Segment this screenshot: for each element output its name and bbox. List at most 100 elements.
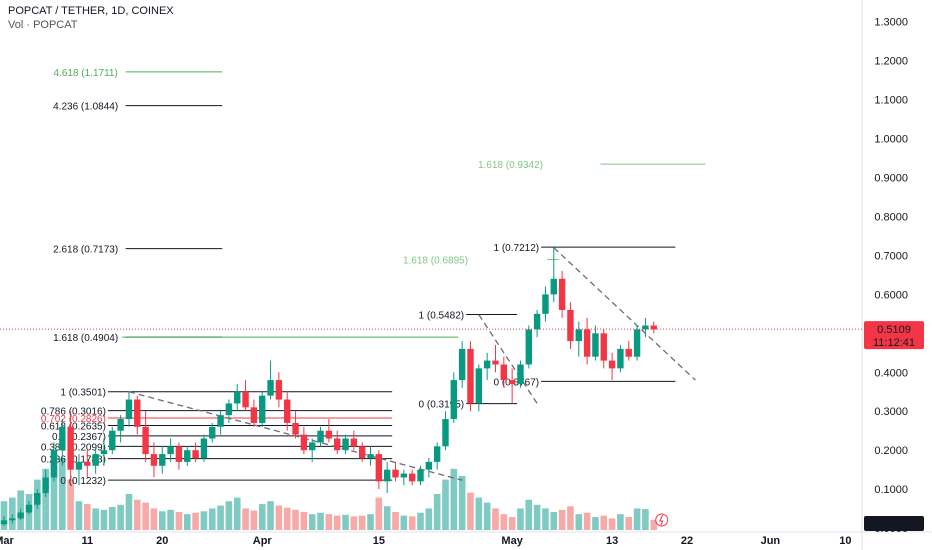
time-tick-label: 13 xyxy=(606,535,618,547)
candle-body xyxy=(50,450,58,478)
volume-bar xyxy=(492,508,499,530)
candle-body xyxy=(417,469,424,482)
candle-body xyxy=(650,325,657,330)
candle-body xyxy=(475,368,483,404)
fib-level-label: 0 (0.3767) xyxy=(494,377,540,388)
candle-body xyxy=(250,407,258,423)
trend-line-dashed xyxy=(478,314,538,404)
symbol-title: POPCAT / TETHER, 1D, COINEX xyxy=(8,5,174,17)
fib-level-label: 0 (0.3195) xyxy=(419,400,465,411)
candle-body xyxy=(142,426,149,455)
price-tick-label: 0.6000 xyxy=(874,289,908,301)
trend-line-dashed xyxy=(553,247,696,381)
volume-bar xyxy=(350,516,358,530)
candle-body xyxy=(109,430,116,451)
candle-body xyxy=(150,454,158,466)
volume-bar xyxy=(325,514,333,530)
candle-body xyxy=(117,419,124,431)
candle-body xyxy=(467,348,474,404)
candle-body xyxy=(284,399,291,423)
volume-bar xyxy=(633,508,641,530)
volume-bar xyxy=(192,512,199,530)
volume-bar xyxy=(242,508,249,530)
lightning-icon-glyph xyxy=(658,514,664,526)
volume-bar xyxy=(42,468,49,530)
volume-bar xyxy=(92,508,99,530)
volume-bar xyxy=(75,501,83,530)
volume-bar xyxy=(600,515,608,530)
candle-body xyxy=(617,348,624,369)
candle-body xyxy=(275,380,283,400)
candle-body xyxy=(508,380,516,384)
volume-bar xyxy=(617,514,624,530)
volume-bar xyxy=(517,508,524,530)
volume-bar xyxy=(292,509,299,530)
volume-bar xyxy=(200,511,208,530)
fib-level-label: 1 (0.5482) xyxy=(419,311,465,322)
candle-body xyxy=(608,360,616,369)
price-tick-label: 1.3000 xyxy=(874,17,908,29)
volume-bar xyxy=(233,497,241,530)
candle-body xyxy=(408,473,416,482)
volume-bar xyxy=(358,515,366,530)
volume-bar xyxy=(367,514,374,530)
candle-body xyxy=(642,325,649,330)
volume-bar xyxy=(50,461,58,530)
fib-extension-label: 4.618 (1.1711) xyxy=(53,68,117,79)
candle-body xyxy=(25,504,33,513)
fib-extension-label: 4.236 (1.0844) xyxy=(53,102,118,113)
volume-bar xyxy=(142,502,149,530)
volume-bar xyxy=(400,515,408,530)
price-badge-countdown: 11:12:41 xyxy=(873,337,915,349)
candle-body xyxy=(583,329,591,357)
time-tick-label: Mar xyxy=(0,535,14,547)
volume-bar xyxy=(275,505,283,530)
price-tick-label: 0.3000 xyxy=(874,406,908,418)
candle-body xyxy=(592,333,599,357)
volume-bar xyxy=(175,512,183,530)
volume-bar xyxy=(642,509,649,530)
candle-body xyxy=(325,430,333,439)
candle-body xyxy=(342,438,349,451)
volume-bar xyxy=(133,499,141,530)
volume-bar xyxy=(59,458,66,530)
volume-bar xyxy=(567,506,574,530)
volume-bar xyxy=(258,504,266,530)
volume-bar xyxy=(84,504,91,530)
fib-level-label: 0.702 (0.2826) xyxy=(41,414,106,425)
volume-bar xyxy=(117,504,124,530)
candle-body xyxy=(134,399,141,427)
candle-body xyxy=(450,380,458,420)
candle-body xyxy=(317,430,324,443)
volume-bar xyxy=(158,511,166,530)
volume-bar xyxy=(283,507,291,530)
price-tick-label: 0.8000 xyxy=(874,211,908,223)
time-tick-label: Apr xyxy=(253,535,273,547)
candle-body xyxy=(84,461,91,466)
time-tick-label: 10 xyxy=(839,535,851,547)
volume-bar xyxy=(100,509,108,530)
volume-bar xyxy=(125,494,133,530)
volume-bar xyxy=(558,509,566,530)
fib-extension-label: 2.618 (0.7173) xyxy=(53,245,118,256)
candle-body xyxy=(9,518,16,521)
time-tick-label: May xyxy=(501,535,523,547)
candle-body xyxy=(192,450,199,458)
fib-extension-label: 1.618 (0.4904) xyxy=(53,333,118,344)
volume-bar xyxy=(475,497,483,530)
candle-body xyxy=(92,454,99,466)
lightning-icon xyxy=(655,513,669,527)
candle-body xyxy=(184,450,191,462)
candle-body xyxy=(242,391,249,408)
price-tick-label: 0.4000 xyxy=(874,367,908,379)
price-tick-label: 0.1000 xyxy=(874,484,908,496)
candle-body xyxy=(217,415,224,427)
candle-body xyxy=(350,438,358,447)
candle-body xyxy=(558,278,566,310)
candle-body xyxy=(267,380,274,396)
volume-bar xyxy=(150,508,158,530)
candle-body xyxy=(567,309,574,342)
candle-body xyxy=(433,446,441,462)
volume-bar xyxy=(225,501,233,530)
